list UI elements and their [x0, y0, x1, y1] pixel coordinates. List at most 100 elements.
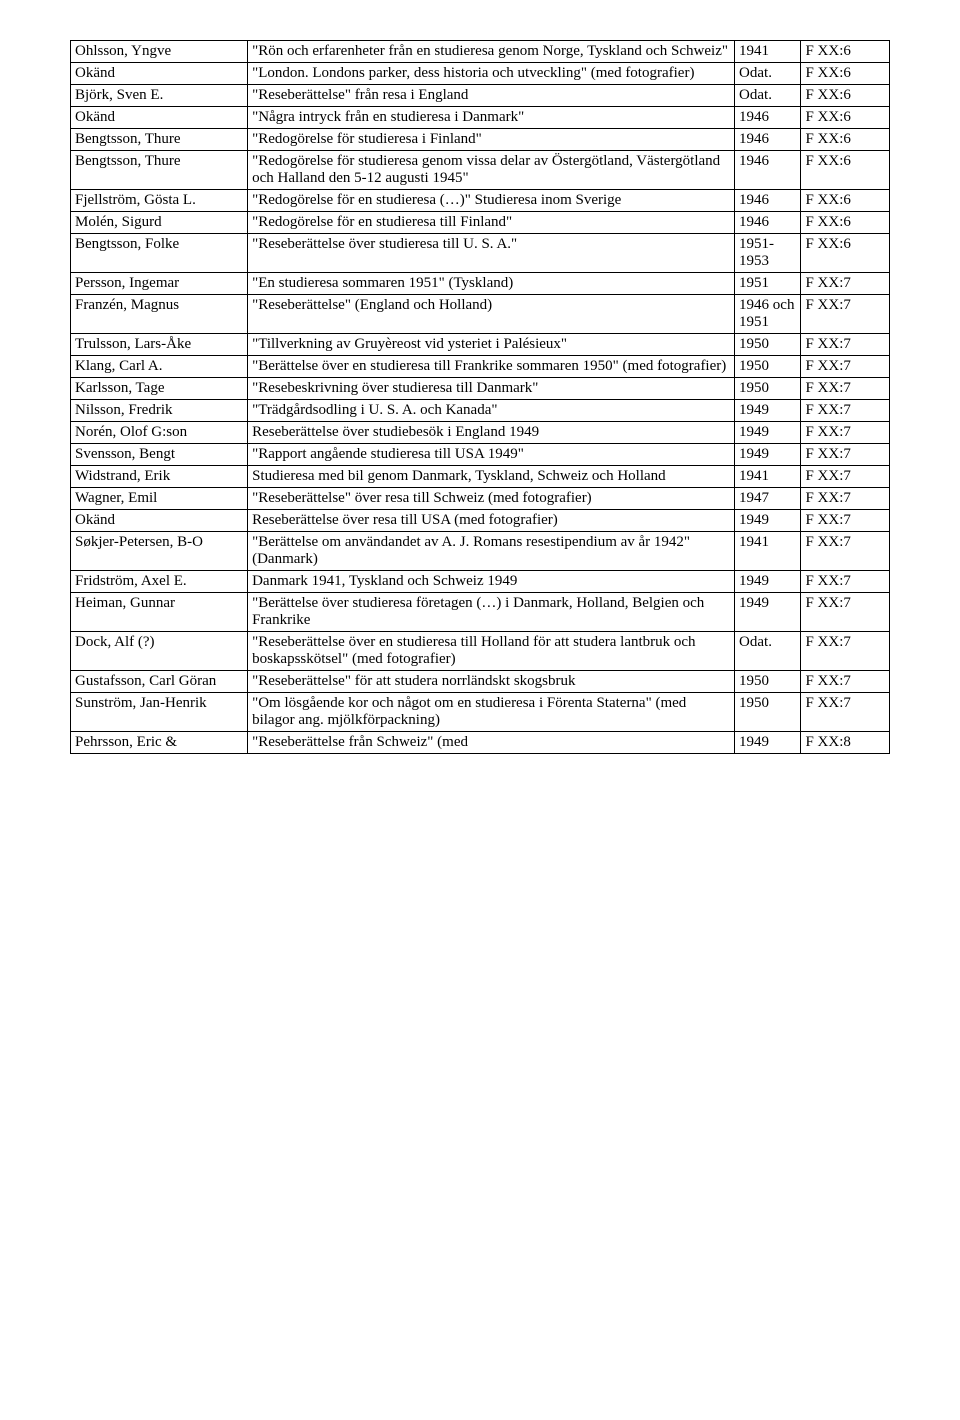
year-cell: 1950: [735, 671, 801, 693]
year-cell: 1949: [735, 400, 801, 422]
title-cell: "Några intryck från en studieresa i Danm…: [248, 107, 735, 129]
reference-cell: F XX:8: [801, 732, 890, 754]
title-cell: "Redogörelse för studieresa i Finland": [248, 129, 735, 151]
author-cell: Norén, Olof G:son: [71, 422, 248, 444]
table-row: OkändReseberättelse över resa till USA (…: [71, 510, 890, 532]
table-row: Molén, Sigurd"Redogörelse för en studier…: [71, 212, 890, 234]
year-cell: Odat.: [735, 85, 801, 107]
reference-cell: F XX:7: [801, 378, 890, 400]
year-cell: 1949: [735, 422, 801, 444]
table-row: Trulsson, Lars-Åke"Tillverkning av Gruyè…: [71, 334, 890, 356]
author-cell: Okänd: [71, 107, 248, 129]
table-row: Bengtsson, Thure"Redogörelse för studier…: [71, 151, 890, 190]
author-cell: Trulsson, Lars-Åke: [71, 334, 248, 356]
reference-cell: F XX:7: [801, 671, 890, 693]
author-cell: Karlsson, Tage: [71, 378, 248, 400]
year-cell: 1946: [735, 107, 801, 129]
year-cell: 1951: [735, 273, 801, 295]
title-cell: "Redogörelse för studieresa genom vissa …: [248, 151, 735, 190]
year-cell: 1950: [735, 693, 801, 732]
table-row: Fjellström, Gösta L."Redogörelse för en …: [71, 190, 890, 212]
author-cell: Ohlsson, Yngve: [71, 41, 248, 63]
table-row: Ohlsson, Yngve"Rön och erfarenheter från…: [71, 41, 890, 63]
author-cell: Franzén, Magnus: [71, 295, 248, 334]
table-row: Søkjer-Petersen, B-O"Berättelse om använ…: [71, 532, 890, 571]
reference-cell: F XX:6: [801, 129, 890, 151]
reference-cell: F XX:7: [801, 593, 890, 632]
reference-cell: F XX:7: [801, 532, 890, 571]
year-cell: 1946: [735, 129, 801, 151]
reference-cell: F XX:7: [801, 356, 890, 378]
title-cell: Studieresa med bil genom Danmark, Tyskla…: [248, 466, 735, 488]
reference-cell: F XX:7: [801, 295, 890, 334]
title-cell: "Berättelse över studieresa företagen (……: [248, 593, 735, 632]
author-cell: Pehrsson, Eric &: [71, 732, 248, 754]
author-cell: Fridström, Axel E.: [71, 571, 248, 593]
author-cell: Nilsson, Fredrik: [71, 400, 248, 422]
title-cell: Danmark 1941, Tyskland och Schweiz 1949: [248, 571, 735, 593]
year-cell: Odat.: [735, 63, 801, 85]
table-row: Okänd"Några intryck från en studieresa i…: [71, 107, 890, 129]
title-cell: "Reseberättelse" från resa i England: [248, 85, 735, 107]
reference-cell: F XX:7: [801, 400, 890, 422]
reference-cell: F XX:7: [801, 444, 890, 466]
year-cell: 1946: [735, 212, 801, 234]
author-cell: Okänd: [71, 510, 248, 532]
reference-cell: F XX:6: [801, 107, 890, 129]
title-cell: "Redogörelse för en studieresa (…)" Stud…: [248, 190, 735, 212]
year-cell: 1949: [735, 444, 801, 466]
title-cell: "Berättelse över en studieresa till Fran…: [248, 356, 735, 378]
author-cell: Okänd: [71, 63, 248, 85]
reference-cell: F XX:7: [801, 693, 890, 732]
table-row: Sunström, Jan-Henrik"Om lösgående kor oc…: [71, 693, 890, 732]
year-cell: 1949: [735, 510, 801, 532]
reference-cell: F XX:7: [801, 488, 890, 510]
table-row: Björk, Sven E."Reseberättelse" från resa…: [71, 85, 890, 107]
reference-cell: F XX:6: [801, 63, 890, 85]
title-cell: Reseberättelse över resa till USA (med f…: [248, 510, 735, 532]
reference-cell: F XX:7: [801, 422, 890, 444]
author-cell: Søkjer-Petersen, B-O: [71, 532, 248, 571]
table-row: Okänd"London. Londons parker, dess histo…: [71, 63, 890, 85]
table-row: Dock, Alf (?)"Reseberättelse över en stu…: [71, 632, 890, 671]
table-row: Persson, Ingemar"En studieresa sommaren …: [71, 273, 890, 295]
reference-cell: F XX:6: [801, 41, 890, 63]
author-cell: Persson, Ingemar: [71, 273, 248, 295]
title-cell: "Rön och erfarenheter från en studieresa…: [248, 41, 735, 63]
year-cell: 1951-1953: [735, 234, 801, 273]
author-cell: Bengtsson, Thure: [71, 129, 248, 151]
page: Ohlsson, Yngve"Rön och erfarenheter från…: [0, 0, 960, 794]
year-cell: 1941: [735, 532, 801, 571]
title-cell: "Reseberättelse över en studieresa till …: [248, 632, 735, 671]
reference-cell: F XX:6: [801, 212, 890, 234]
title-cell: "Berättelse om användandet av A. J. Roma…: [248, 532, 735, 571]
year-cell: 1946: [735, 151, 801, 190]
title-cell: "Trädgårdsodling i U. S. A. och Kanada": [248, 400, 735, 422]
table-row: Nilsson, Fredrik"Trädgårdsodling i U. S.…: [71, 400, 890, 422]
table-row: Gustafsson, Carl Göran"Reseberättelse" f…: [71, 671, 890, 693]
title-cell: "Reseberättelse" över resa till Schweiz …: [248, 488, 735, 510]
author-cell: Dock, Alf (?): [71, 632, 248, 671]
reference-cell: F XX:7: [801, 632, 890, 671]
author-cell: Heiman, Gunnar: [71, 593, 248, 632]
year-cell: 1941: [735, 41, 801, 63]
year-cell: Odat.: [735, 632, 801, 671]
author-cell: Svensson, Bengt: [71, 444, 248, 466]
author-cell: Molén, Sigurd: [71, 212, 248, 234]
title-cell: "Rapport angående studieresa till USA 19…: [248, 444, 735, 466]
table-row: Klang, Carl A."Berättelse över en studie…: [71, 356, 890, 378]
year-cell: 1949: [735, 571, 801, 593]
author-cell: Widstrand, Erik: [71, 466, 248, 488]
author-cell: Gustafsson, Carl Göran: [71, 671, 248, 693]
reference-cell: F XX:7: [801, 510, 890, 532]
reference-cell: F XX:6: [801, 85, 890, 107]
reference-cell: F XX:7: [801, 334, 890, 356]
reference-cell: F XX:6: [801, 234, 890, 273]
author-cell: Bengtsson, Folke: [71, 234, 248, 273]
title-cell: "Redogörelse för en studieresa till Finl…: [248, 212, 735, 234]
reference-cell: F XX:7: [801, 273, 890, 295]
title-cell: "London. Londons parker, dess historia o…: [248, 63, 735, 85]
title-cell: "Reseberättelse över studieresa till U. …: [248, 234, 735, 273]
table-row: Heiman, Gunnar"Berättelse över studieres…: [71, 593, 890, 632]
table-row: Wagner, Emil"Reseberättelse" över resa t…: [71, 488, 890, 510]
